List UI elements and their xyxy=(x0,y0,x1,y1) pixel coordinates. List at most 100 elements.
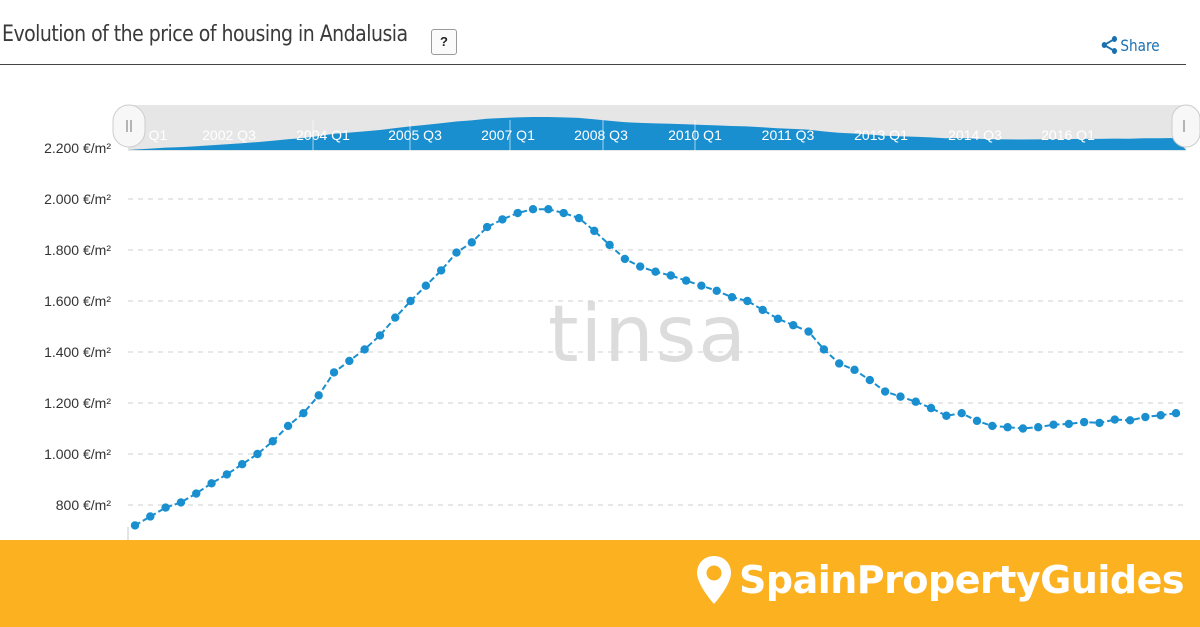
data-point[interactable] xyxy=(926,403,936,413)
y-tick-label: 1.400 €/m² xyxy=(44,344,111,360)
location-pin-icon xyxy=(697,556,731,604)
data-point[interactable] xyxy=(452,248,461,257)
series-line xyxy=(130,205,1181,530)
data-point[interactable] xyxy=(819,345,829,354)
data-point[interactable] xyxy=(712,286,721,295)
range-navigator[interactable]: Q1 2002 Q3 2004 Q1 2005 Q3 2007 Q1 2008 Q3 201… xyxy=(112,104,1200,151)
data-point[interactable] xyxy=(482,222,492,232)
data-point[interactable] xyxy=(1003,423,1012,432)
navigator-area xyxy=(128,117,1186,150)
data-point[interactable] xyxy=(743,296,752,306)
data-point[interactable] xyxy=(1079,417,1089,427)
brand-logo[interactable]: SpainPropertyGuides xyxy=(695,554,1185,606)
y-axis: 800 €/m² 1.000 €/m² 1.200 €/m² 1.400 €/m² 1.… xyxy=(44,140,111,513)
navigator-label: 2013 Q1 xyxy=(854,127,908,143)
data-point[interactable] xyxy=(1018,424,1028,433)
data-point[interactable] xyxy=(345,356,354,366)
share-label: Share xyxy=(1120,35,1160,55)
brand-banner: SpainPropertyGuides xyxy=(0,540,1200,627)
data-point[interactable] xyxy=(727,292,737,302)
data-point[interactable] xyxy=(1110,415,1119,424)
data-point[interactable] xyxy=(1141,412,1150,422)
data-point[interactable] xyxy=(467,238,476,247)
navigator-label: 2011 Q3 xyxy=(762,127,815,143)
data-point[interactable] xyxy=(207,479,216,488)
data-point[interactable] xyxy=(559,208,568,218)
data-point[interactable] xyxy=(758,305,767,315)
data-point[interactable] xyxy=(314,391,323,400)
data-point[interactable] xyxy=(391,313,400,322)
navigator-label: 2014 Q3 xyxy=(948,127,1002,143)
data-point[interactable] xyxy=(835,359,844,368)
data-point[interactable] xyxy=(192,489,201,498)
data-point[interactable] xyxy=(865,375,875,385)
y-tick-label: 2.200 €/m² xyxy=(44,140,111,156)
data-point[interactable] xyxy=(773,314,783,324)
data-point[interactable] xyxy=(1095,418,1104,428)
data-point[interactable] xyxy=(237,460,247,469)
data-point[interactable] xyxy=(911,397,920,406)
navigator-label: 2016 Q1 xyxy=(1041,127,1095,143)
data-point[interactable] xyxy=(436,266,446,275)
data-point[interactable] xyxy=(406,296,415,306)
navigator-label: 2008 Q3 xyxy=(574,127,628,143)
data-point[interactable] xyxy=(161,503,170,512)
data-point[interactable] xyxy=(130,521,140,530)
data-point[interactable] xyxy=(498,215,507,224)
data-point[interactable] xyxy=(146,512,155,521)
data-point[interactable] xyxy=(697,281,706,290)
data-point[interactable] xyxy=(1034,423,1043,432)
data-point[interactable] xyxy=(635,262,645,271)
price-line-chart: 800 €/m² 1.000 €/m² 1.200 €/m² 1.400 €/m² 1.… xyxy=(44,104,1200,540)
data-point[interactable] xyxy=(896,392,905,401)
help-button[interactable]: ? xyxy=(431,29,457,55)
navigator-label: Q1 xyxy=(149,127,168,143)
data-point[interactable] xyxy=(605,240,614,250)
data-point[interactable] xyxy=(972,416,982,426)
data-point[interactable] xyxy=(513,208,522,218)
data-point[interactable] xyxy=(222,470,232,479)
data-point[interactable] xyxy=(590,226,599,236)
data-point[interactable] xyxy=(544,205,553,214)
data-point[interactable] xyxy=(1049,420,1058,429)
data-point[interactable] xyxy=(375,331,385,340)
data-point[interactable] xyxy=(299,409,308,418)
data-point[interactable] xyxy=(360,345,369,354)
share-button[interactable]: Share xyxy=(1100,35,1160,55)
y-tick-label: 1.600 €/m² xyxy=(44,293,111,309)
data-point[interactable] xyxy=(789,321,798,330)
data-point[interactable] xyxy=(850,365,859,375)
y-tick-label: 800 €/m² xyxy=(56,497,112,513)
navigator-label: 2007 Q1 xyxy=(481,127,535,143)
data-point[interactable] xyxy=(1125,416,1135,425)
data-point[interactable] xyxy=(804,327,813,336)
navigator-label: 2004 Q1 xyxy=(296,127,350,143)
y-tick-label: 1.000 €/m² xyxy=(44,446,111,462)
data-point[interactable] xyxy=(176,498,186,507)
data-point[interactable] xyxy=(681,276,691,285)
data-point[interactable] xyxy=(421,281,431,290)
data-point[interactable] xyxy=(880,387,890,396)
data-point[interactable] xyxy=(620,254,630,264)
navigator-label: 2005 Q3 xyxy=(388,127,442,143)
data-point[interactable] xyxy=(1064,419,1074,429)
data-point[interactable] xyxy=(1171,409,1181,418)
navigator-right-handle[interactable] xyxy=(1171,104,1200,148)
data-point[interactable] xyxy=(528,205,538,214)
y-tick-label: 1.200 €/m² xyxy=(44,395,111,411)
data-point[interactable] xyxy=(957,409,966,418)
data-point[interactable] xyxy=(329,368,339,377)
data-point[interactable] xyxy=(574,213,584,223)
y-tick-label: 1.800 €/m² xyxy=(44,242,111,258)
data-point[interactable] xyxy=(942,411,951,420)
data-point[interactable] xyxy=(283,421,293,431)
data-point[interactable] xyxy=(1156,411,1165,420)
data-point[interactable] xyxy=(651,267,660,276)
navigator-left-handle[interactable] xyxy=(112,104,146,148)
data-point[interactable] xyxy=(988,421,997,431)
data-point[interactable] xyxy=(268,437,277,446)
data-point[interactable] xyxy=(666,271,676,280)
share-icon xyxy=(1101,36,1117,54)
brand-name: SpainPropertyGuides xyxy=(739,558,1185,602)
data-point[interactable] xyxy=(253,449,262,459)
